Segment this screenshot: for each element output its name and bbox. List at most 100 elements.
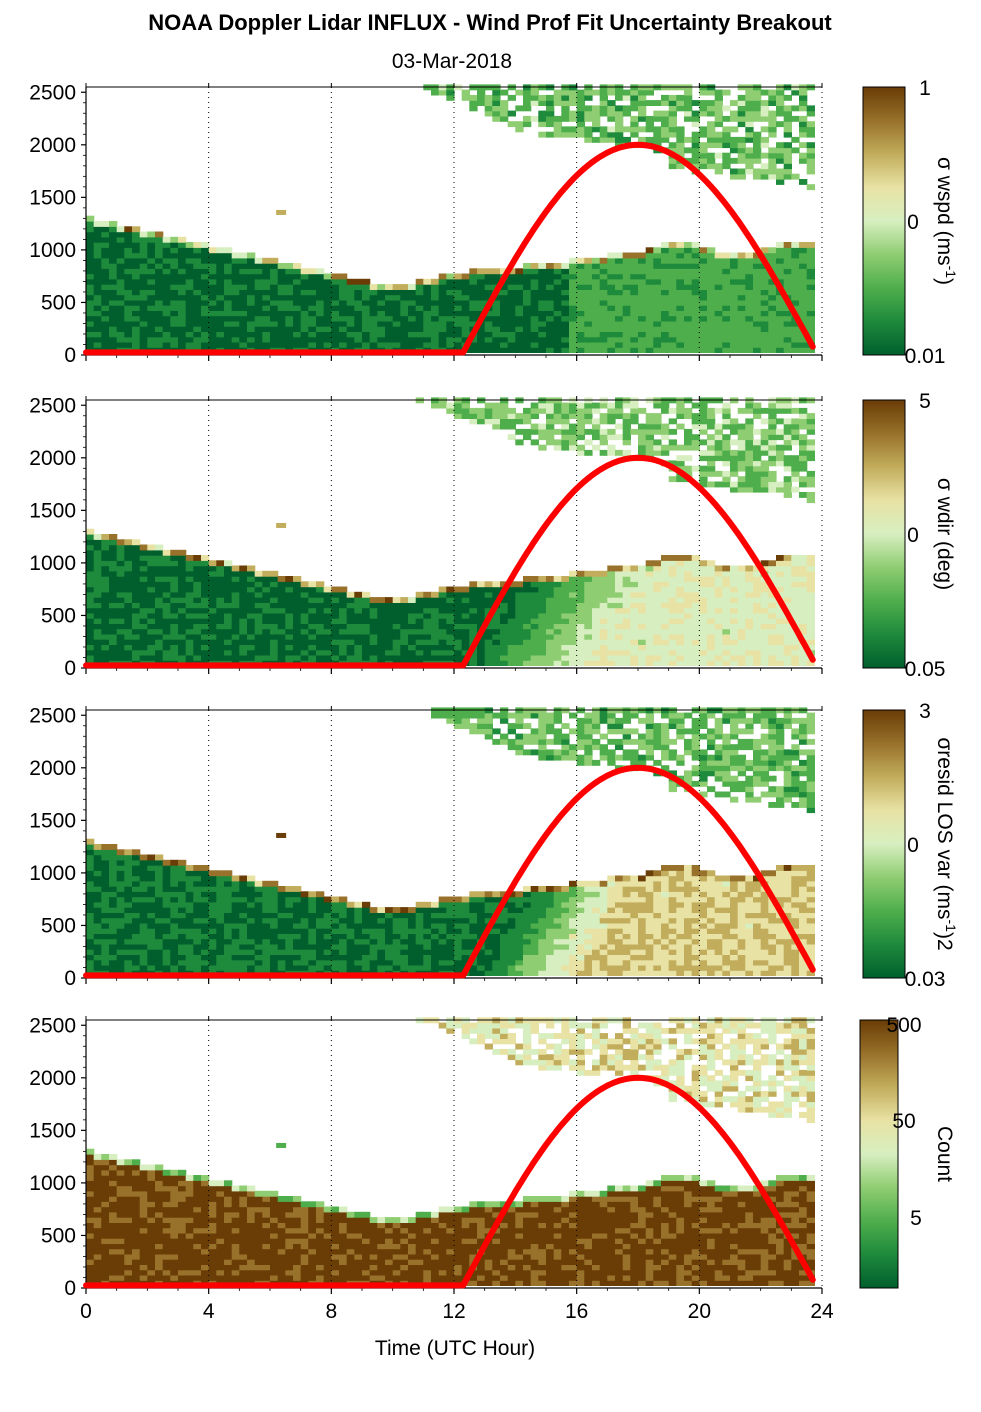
heatmap-cell: [530, 310, 539, 317]
heatmap-cell: [308, 326, 317, 332]
heatmap-cell: [316, 633, 325, 640]
heatmap-cell: [193, 242, 202, 248]
heatmap-cell: [308, 633, 317, 640]
heatmap-cell: [155, 242, 164, 248]
heatmap-cell: [124, 570, 133, 577]
heatmap-cell: [530, 602, 539, 609]
heatmap-cell: [799, 476, 808, 483]
heatmap-cell: [699, 576, 708, 582]
heatmap-cell: [576, 639, 585, 645]
heatmap-cell: [630, 586, 639, 593]
heatmap-cell: [768, 597, 777, 603]
heatmap-cell: [783, 331, 792, 338]
heatmap-cell: [477, 326, 486, 332]
heatmap-cell: [178, 326, 187, 332]
heatmap-cell: [806, 428, 815, 435]
heatmap-cell: [193, 278, 202, 285]
heatmap-cell: [530, 305, 539, 311]
heatmap-cell: [722, 305, 731, 311]
heatmap-cell: [109, 943, 118, 950]
heatmap-cell: [806, 168, 815, 175]
heatmap-cell: [185, 607, 194, 614]
heatmap-cell: [584, 294, 593, 301]
heatmap-cell: [178, 278, 187, 285]
heatmap-cell: [806, 607, 815, 614]
heatmap-cell: [109, 938, 118, 945]
heatmap-cell: [346, 591, 355, 598]
heatmap-cell: [722, 115, 731, 122]
heatmap-cell: [684, 455, 693, 462]
heatmap-cell: [354, 289, 363, 296]
heatmap-cell: [247, 644, 256, 651]
heatmap-cell: [783, 289, 792, 296]
heatmap-cell: [645, 115, 654, 122]
heatmap-cell: [799, 257, 808, 264]
heatmap-cell: [101, 649, 110, 656]
heatmap-cell: [132, 299, 141, 306]
heatmap-cell: [760, 247, 769, 254]
heatmap-cell: [431, 284, 440, 290]
heatmap-cell: [323, 305, 332, 311]
heatmap-cell: [722, 591, 731, 598]
heatmap-cell: [162, 576, 171, 582]
y-tick-label: 1000: [29, 552, 76, 575]
heatmap-cell: [193, 581, 202, 588]
heatmap-cell: [737, 618, 746, 624]
heatmap-cell: [668, 639, 677, 645]
heatmap-cell: [507, 591, 516, 598]
heatmap-cell: [124, 294, 133, 301]
heatmap-cell: [745, 147, 754, 154]
heatmap-cell: [170, 938, 179, 945]
heatmap-cell: [285, 581, 294, 588]
heatmap-cell: [270, 623, 279, 630]
heatmap-cell: [132, 284, 141, 290]
heatmap-cell: [477, 649, 486, 656]
heatmap-cell: [477, 284, 486, 290]
heatmap-cell: [714, 470, 723, 477]
heatmap-cell: [553, 331, 562, 338]
heatmap-cell: [185, 326, 194, 332]
heatmap-cell: [783, 110, 792, 117]
heatmap-cell: [630, 336, 639, 343]
heatmap-cell: [185, 320, 194, 327]
heatmap-cell: [147, 294, 156, 301]
heatmap-cell: [806, 660, 815, 666]
heatmap-cell: [392, 331, 401, 338]
heatmap-cell: [645, 628, 654, 635]
heatmap-cell: [116, 278, 125, 285]
heatmap-cell: [446, 273, 455, 280]
heatmap-cell: [93, 896, 102, 903]
heatmap-cell: [707, 418, 716, 425]
heatmap-cell: [461, 273, 470, 280]
heatmap-cell: [538, 407, 547, 414]
heatmap-cell: [415, 623, 424, 630]
heatmap-cell: [484, 623, 493, 630]
heatmap-cell: [676, 612, 685, 619]
heatmap-cell: [638, 326, 647, 332]
heatmap-cell: [461, 289, 470, 296]
heatmap-cell: [546, 336, 555, 343]
heatmap-cell: [645, 252, 654, 259]
heatmap-cell: [707, 294, 716, 301]
heatmap-cell: [300, 623, 309, 630]
heatmap-cell: [676, 476, 685, 483]
heatmap-cell: [760, 326, 769, 332]
heatmap-cell: [653, 586, 662, 593]
heatmap-cell: [768, 110, 777, 117]
heatmap-cell: [208, 649, 217, 656]
heatmap-cell: [607, 341, 616, 348]
heatmap-cell: [231, 597, 240, 603]
heatmap-cell: [484, 628, 493, 635]
heatmap-cell: [722, 284, 731, 290]
heatmap-cell: [377, 654, 386, 661]
heatmap-cell: [492, 341, 501, 348]
heatmap-cell: [170, 880, 179, 887]
heatmap-cell: [354, 591, 363, 598]
heatmap-cell: [262, 284, 271, 290]
heatmap-cell: [760, 449, 769, 456]
heatmap-cell: [592, 570, 601, 577]
heatmap-cell: [93, 544, 102, 551]
heatmap-cell: [745, 597, 754, 603]
heatmap-cell: [132, 310, 141, 317]
heatmap-cell: [507, 299, 516, 306]
